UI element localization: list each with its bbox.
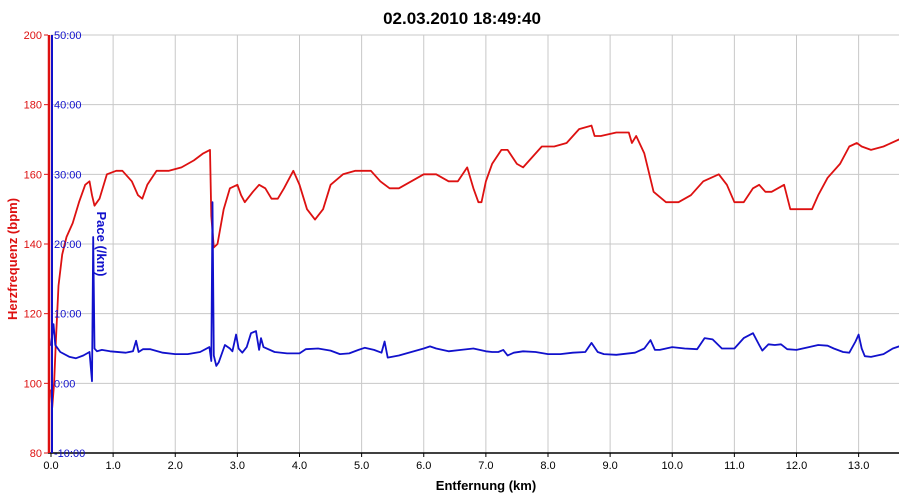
y-tick-label-heart-rate: 200 [24,30,42,42]
x-tick-label: 5.0 [354,460,369,472]
y-tick-label-heart-rate: 160 [24,169,42,181]
x-tick-label: 12.0 [786,460,807,472]
y-tick-label-heart-rate: 180 [24,100,42,112]
chart-title: 02.03.2010 18:49:40 [383,9,541,28]
y-tick-label-pace: 10:00 [54,309,82,321]
y-axis-title-pace: Pace (/km) [94,211,109,276]
x-tick-label: 11.0 [724,460,745,472]
y-tick-label-heart-rate: 140 [24,239,42,251]
y-axis-title-heart-rate: Herzfrequenz (bpm) [5,198,20,320]
x-tick-label: 7.0 [478,460,493,472]
y-tick-label-heart-rate: 80 [30,448,42,460]
x-tick-label: 4.0 [292,460,307,472]
grid [51,34,899,453]
x-tick-label: 13.0 [848,460,869,472]
y-tick-label-heart-rate: 100 [24,378,42,390]
axes [44,34,899,457]
y-tick-label-pace: 20:00 [54,239,82,251]
x-tick-label: 10.0 [662,460,683,472]
x-tick-label: 1.0 [105,460,120,472]
x-axis-title: Entfernung (km) [436,478,536,493]
x-tick-label: 3.0 [230,460,245,472]
series-line-heart-rate [50,124,899,409]
y-tick-label-heart-rate: 120 [24,309,42,321]
series-line-pace [50,201,899,383]
x-tick-label: 9.0 [602,460,617,472]
x-tick-label: 2.0 [168,460,183,472]
x-tick-label: 6.0 [416,460,431,472]
x-tick-label: 0.0 [43,460,58,472]
x-tick-label: 8.0 [540,460,555,472]
y-tick-label-pace: 0:00 [54,378,75,390]
series-layer [50,124,899,409]
y-tick-label-pace: -10:00 [54,448,85,460]
y-tick-label-pace: 50:00 [54,30,82,42]
y-tick-label-pace: 30:00 [54,169,82,181]
y-tick-label-pace: 40:00 [54,100,82,112]
tick-labels: 0.0 1.0 2.0 3.0 4.0 5.0 6.0 7.0 8.0 9.0 10.0 11.0 12… [24,30,870,472]
